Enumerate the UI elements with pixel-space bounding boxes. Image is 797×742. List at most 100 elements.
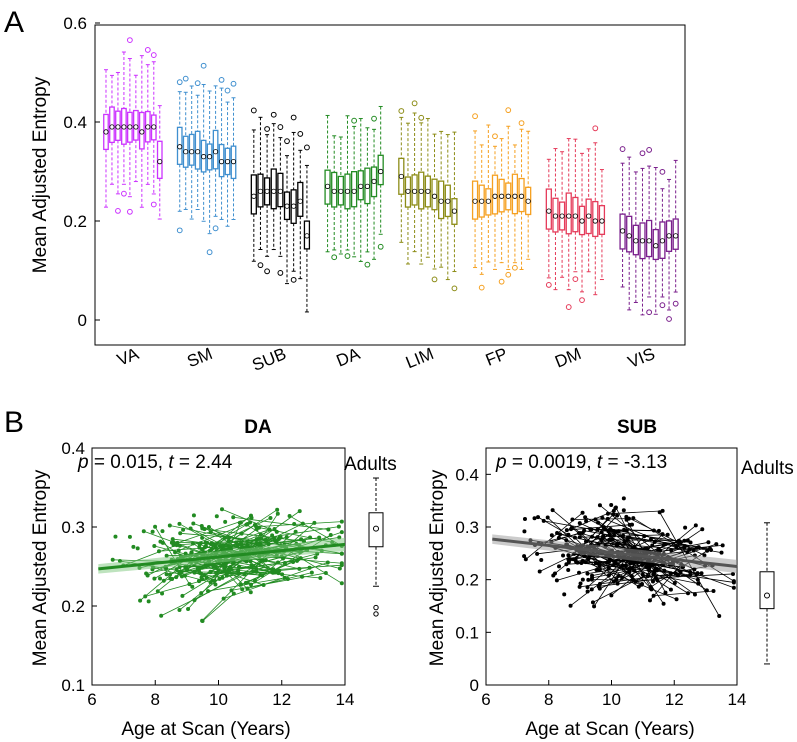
box-outlier <box>224 87 231 94</box>
da-ytick-label: 0.1 <box>61 676 85 695</box>
da-point <box>268 516 273 521</box>
da-point <box>171 543 176 548</box>
da-point <box>168 572 173 577</box>
sub-point <box>609 593 614 598</box>
sub-point <box>580 558 585 563</box>
box-group-fp <box>471 107 532 291</box>
da-point <box>183 551 188 556</box>
sub-point <box>537 569 542 574</box>
box-body <box>572 196 579 233</box>
sub-point <box>668 587 673 592</box>
sub-ytick-label: 0.2 <box>455 571 479 590</box>
sub-point <box>693 523 698 528</box>
sub-point <box>711 589 716 594</box>
sub-subject-line <box>585 561 677 600</box>
sub-point <box>695 577 700 582</box>
sub-ytick-label: 0.1 <box>455 623 479 642</box>
box-body <box>491 174 499 215</box>
sub-point <box>661 601 666 606</box>
sub-subject-line <box>572 518 629 520</box>
box-outlier <box>659 302 666 309</box>
box-median <box>291 203 297 209</box>
da-point <box>287 513 292 518</box>
sub-subject-line <box>579 522 634 549</box>
da-point <box>211 542 216 547</box>
sub-point <box>614 543 619 548</box>
box-body <box>224 147 231 176</box>
da-point <box>249 515 254 520</box>
da-point <box>297 509 302 514</box>
sub-point <box>630 522 635 527</box>
sub-point <box>609 502 614 507</box>
da-point <box>229 588 234 593</box>
box-median <box>145 124 151 130</box>
sub-point <box>615 513 620 518</box>
sub-point <box>730 571 735 576</box>
box-median <box>499 193 505 199</box>
sub-subject-line <box>552 509 633 577</box>
box-median <box>103 129 109 135</box>
box-outlier <box>646 147 653 153</box>
da-point <box>187 582 192 587</box>
da-point <box>221 596 226 601</box>
sub-point <box>709 548 714 553</box>
da-point <box>170 537 175 542</box>
sub-point <box>621 496 626 501</box>
sub-subject-line <box>598 572 702 587</box>
sub-point <box>577 535 582 540</box>
sub-point <box>631 516 636 521</box>
da-xtick-label: 14 <box>336 690 355 709</box>
box-median <box>195 149 201 155</box>
box-median <box>431 193 438 199</box>
da-point <box>339 519 344 524</box>
sub-point <box>550 508 555 513</box>
box-body <box>505 182 512 211</box>
sub-point <box>536 515 541 520</box>
sub-xtick-label: 8 <box>544 690 553 709</box>
box-outlier <box>505 271 512 278</box>
box-outlier <box>371 115 377 122</box>
box-outlier <box>212 225 219 232</box>
box-body <box>585 198 592 235</box>
sub-ytick-label: 0.3 <box>455 518 479 537</box>
box-median <box>398 173 404 180</box>
box-outlier <box>250 107 257 114</box>
box-body <box>121 107 127 145</box>
box-outlier <box>182 75 189 82</box>
box-outlier <box>277 270 284 276</box>
box-median <box>586 213 592 219</box>
box-outlier <box>176 79 183 86</box>
box-outlier <box>344 253 351 259</box>
sub-p-label: p <box>495 452 507 473</box>
da-subject-line <box>223 562 328 600</box>
box-group-da <box>324 105 384 268</box>
box-outlier <box>377 243 384 250</box>
panel-a-ytick-label: 0.2 <box>63 212 87 231</box>
sub-point <box>692 592 697 597</box>
box-outlier <box>297 131 304 137</box>
box-median <box>425 188 431 194</box>
sub-point <box>699 571 704 576</box>
sub-xtick-label: 10 <box>602 690 621 709</box>
da-point <box>339 530 344 535</box>
sub-point <box>621 508 626 513</box>
sub-point <box>605 560 610 565</box>
sub-point <box>717 613 722 618</box>
da-adults-median <box>373 525 379 532</box>
box-median <box>546 208 552 214</box>
box-median <box>183 149 189 155</box>
sub-p-value: = 0.0019, <box>512 452 592 473</box>
sub-point <box>564 528 569 533</box>
box-outlier <box>646 309 653 316</box>
box-body <box>357 170 364 201</box>
box-median <box>151 124 157 130</box>
box-median <box>304 233 310 239</box>
sub-point <box>731 585 736 590</box>
da-point <box>177 521 182 526</box>
sub-t-value: = -3.13 <box>607 452 667 473</box>
da-point <box>127 534 132 539</box>
box-outlier <box>264 268 270 275</box>
box-median <box>201 154 207 160</box>
box-median <box>121 124 127 130</box>
sub-point <box>674 597 679 602</box>
